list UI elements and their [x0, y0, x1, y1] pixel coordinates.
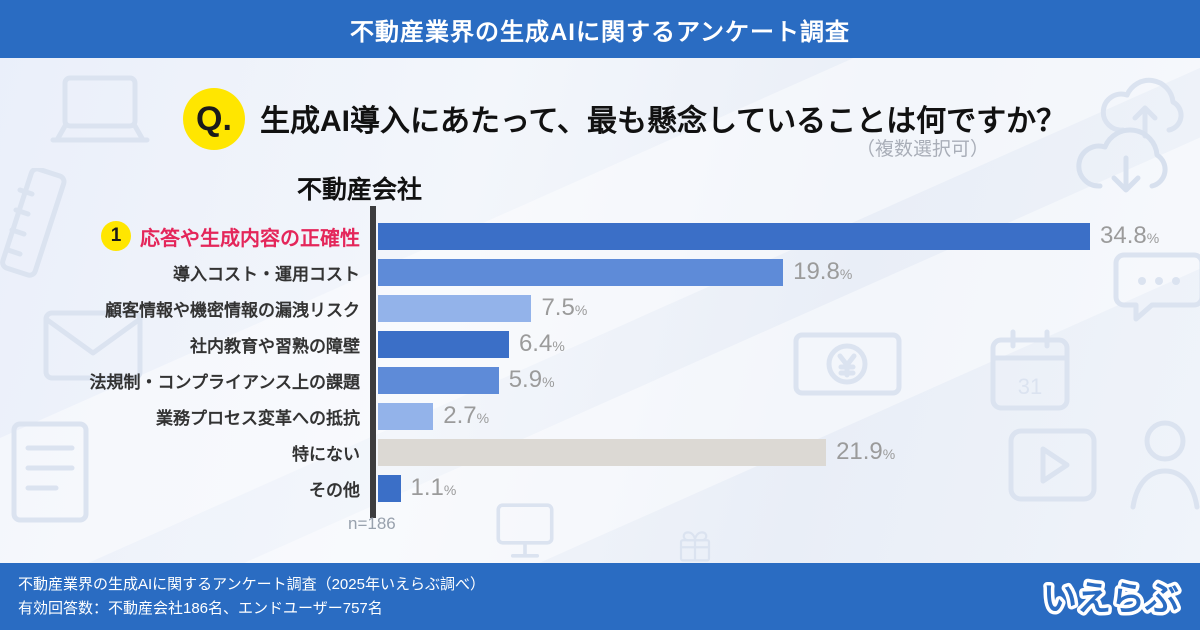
value-unit: %: [476, 410, 490, 426]
category-label-text: 顧客情報や機密情報の漏洩リスク: [105, 300, 360, 320]
value-unit: %: [542, 374, 555, 390]
category-label: 業務プロセス変革への抵抗: [0, 404, 360, 429]
chart-row: 導入コスト・運用コスト 19.8%: [0, 254, 1200, 290]
value-unit: %: [574, 302, 588, 318]
chart-row: 法規制・コンプライアンス上の課題 5.9%: [0, 362, 1200, 398]
question-badge: Q.: [183, 88, 245, 150]
ruler-icon: [0, 168, 67, 278]
multiple-choice-note: （複数選択可）: [856, 139, 990, 160]
category-label: 1 応答や生成内容の正確性: [0, 221, 360, 251]
chart-row: 社内教育や習熟の障壁 6.4%: [0, 326, 1200, 362]
bar: [378, 366, 499, 394]
value-unit: %: [839, 266, 853, 282]
category-label: 法規制・コンプライアンス上の課題: [0, 368, 360, 393]
category-label-text: 社内教育や習熟の障壁: [190, 336, 360, 356]
play-video-icon: [1008, 428, 1097, 502]
bar: [378, 294, 532, 322]
gift-icon: [679, 531, 711, 562]
category-label: 社内教育や習熟の障壁: [0, 332, 360, 357]
value-label: 5.9%: [509, 366, 555, 394]
value-number: 5.9: [508, 366, 543, 393]
category-label-text: 特にない: [292, 444, 360, 464]
bar: [378, 330, 509, 358]
chart-rows: 1 応答や生成内容の正確性 34.8% 導入コスト・運用コスト 19.8% 顧客情報や機密…: [0, 218, 1200, 506]
cloud-download-icon: [1076, 127, 1168, 193]
value-number: 6.4: [518, 330, 553, 357]
category-label-text: 導入コスト・運用コスト: [173, 264, 360, 284]
footer-line1: 不動産業界の生成AIに関するアンケート調査（2025年いえらぶ調べ）: [18, 576, 485, 593]
chart-row: その他 1.1%: [0, 470, 1200, 506]
category-label-text: 応答や生成内容の正確性: [140, 227, 360, 250]
value-number: 2.7: [443, 402, 477, 429]
value-label: 34.8%: [1100, 222, 1159, 250]
value-label: 2.7%: [443, 402, 489, 430]
ielove-logo: いえらぶ: [1040, 577, 1183, 622]
value-unit: %: [1146, 230, 1160, 246]
bar: [378, 474, 401, 502]
category-label-text: 法規制・コンプライアンス上の課題: [89, 372, 360, 392]
value-label: 21.9%: [836, 438, 895, 466]
monitor-icon: [496, 503, 554, 558]
footer-bar: 不動産業界の生成AIに関するアンケート調査（2025年いえらぶ調べ） 有効回答数…: [0, 563, 1200, 630]
envelope-yen-icon: [43, 310, 143, 381]
chart-row: 1 応答や生成内容の正確性 34.8%: [0, 218, 1200, 254]
bar: [378, 438, 827, 466]
category-label: 導入コスト・運用コスト: [0, 260, 360, 285]
value-unit: %: [552, 338, 565, 354]
banknote-icon: [793, 332, 902, 396]
calendar-icon: 31: [990, 329, 1070, 411]
chart-row: 顧客情報や機密情報の漏洩リスク 7.5%: [0, 290, 1200, 326]
sample-size-label: n=186: [348, 514, 396, 533]
bar: [378, 222, 1090, 250]
footer-source: 不動産業界の生成AIに関するアンケート調査（2025年いえらぶ調べ） 有効回答数…: [18, 573, 485, 621]
chart-title: 不動産会社: [297, 176, 423, 204]
question-text: 生成AI導入にあたって、最も懸念していることは何ですか？: [260, 105, 1067, 138]
category-label: 顧客情報や機密情報の漏洩リスク: [0, 296, 360, 321]
value-number: 34.8: [1100, 222, 1147, 249]
category-label: 特にない: [0, 440, 360, 465]
bar: [378, 402, 434, 430]
person-icon: [1130, 420, 1200, 510]
bar: [378, 258, 784, 286]
logo-text: いえらぶ: [1043, 580, 1179, 618]
value-unit: %: [443, 482, 457, 498]
value-label: 6.4%: [519, 330, 565, 358]
value-label: 19.8%: [793, 258, 852, 286]
chat-bubble-icon: [1113, 252, 1200, 322]
value-unit: %: [882, 446, 896, 462]
rank-1-badge: 1: [101, 221, 131, 251]
value-label: 7.5%: [541, 294, 587, 322]
header-bar: 不動産業界の生成AIに関するアンケート調査: [0, 0, 1200, 58]
chart-row: 業務プロセス変革への抵抗 2.7%: [0, 398, 1200, 434]
value-number: 1.1: [410, 474, 444, 501]
laptop-icon: [50, 75, 150, 143]
svg-text:31: 31: [1018, 374, 1042, 399]
cloud-upload-icon: [1100, 77, 1184, 139]
document-icon: [11, 421, 89, 523]
page-title: 不動産業界の生成AIに関するアンケート調査: [349, 18, 851, 46]
question-badge-label: Q.: [196, 99, 232, 138]
category-label-text: 業務プロセス変革への抵抗: [156, 408, 360, 428]
category-label-text: その他: [309, 480, 360, 500]
chart-row: 特にない 21.9%: [0, 434, 1200, 470]
value-number: 21.9: [836, 438, 883, 465]
value-number: 7.5: [541, 294, 575, 321]
value-number: 19.8: [793, 258, 840, 285]
category-label: その他: [0, 476, 360, 501]
value-label: 1.1%: [411, 474, 457, 502]
footer-line2: 有効回答数：不動産会社186名、エンドユーザー757名: [18, 600, 383, 617]
chart-axis-line: [370, 206, 376, 518]
